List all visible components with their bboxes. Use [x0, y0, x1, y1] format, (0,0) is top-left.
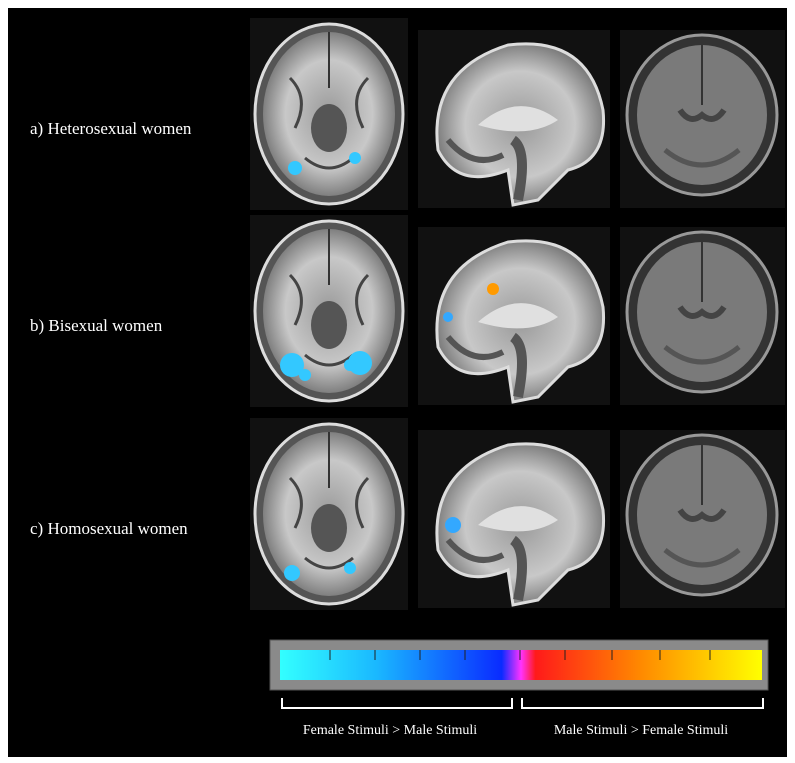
row-label: b) Bisexual women [30, 316, 163, 335]
row-label: a) Heterosexual women [30, 119, 192, 138]
coronal-slice [620, 430, 785, 608]
activation [344, 359, 356, 371]
axial-slice [250, 18, 408, 210]
sagittal-slice [418, 30, 610, 208]
figure: a) Heterosexual women b) Bisexual women c)… [0, 0, 795, 763]
coronal-slice [620, 30, 785, 208]
activation [445, 517, 461, 533]
row-label: c) Homosexual women [30, 519, 188, 538]
colorbar-right-label: Male Stimuli > Female Stimuli [554, 723, 728, 738]
colorbar-gradient [280, 650, 762, 680]
activation [349, 152, 361, 164]
activation [299, 369, 311, 381]
activation [487, 283, 499, 295]
colorbar-left-label: Female Stimuli > Male Stimuli [303, 723, 477, 738]
activation [443, 312, 453, 322]
activation [288, 161, 302, 175]
axial-slice [250, 418, 408, 610]
axial-slice [250, 215, 408, 407]
sagittal-slice [418, 430, 610, 608]
activation [344, 562, 356, 574]
coronal-slice [620, 227, 785, 405]
activation [284, 565, 300, 581]
